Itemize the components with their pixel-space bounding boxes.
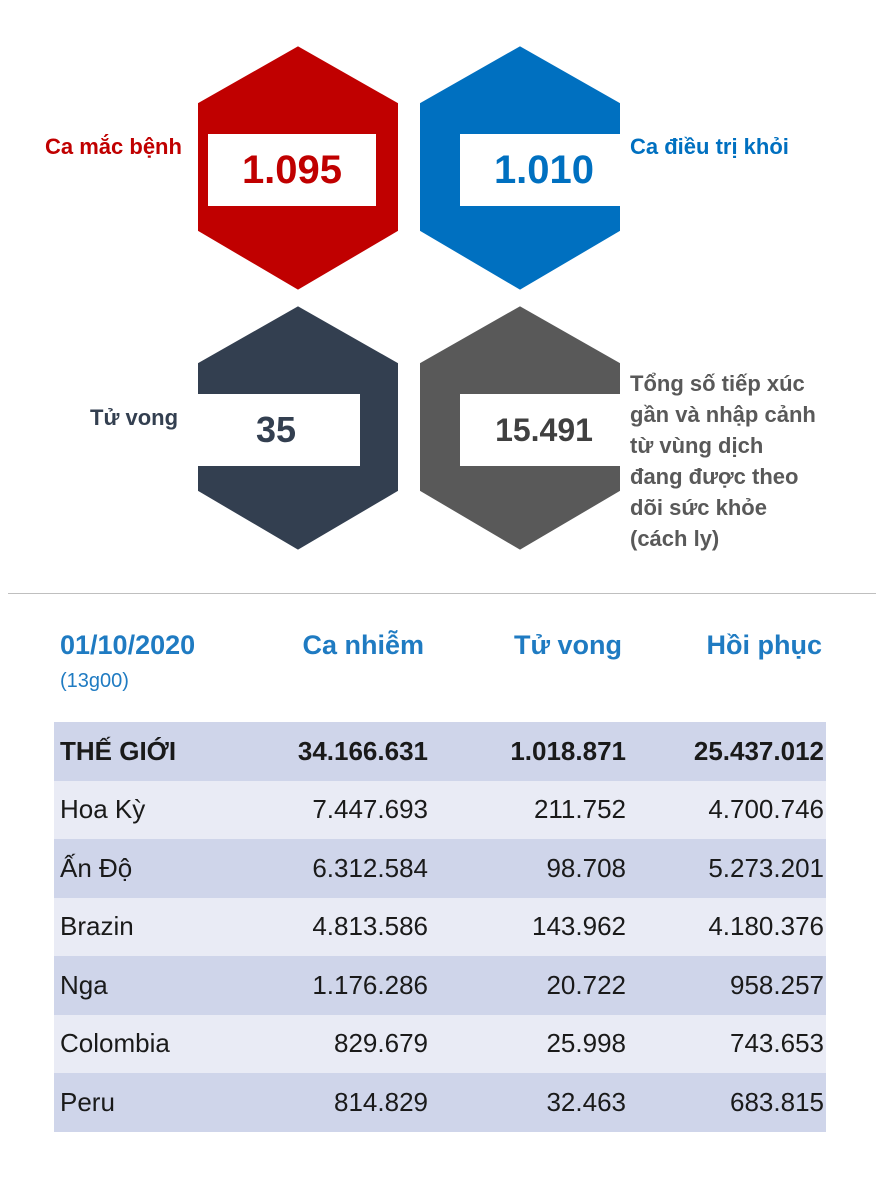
recovered-cell: 958.257 xyxy=(730,969,824,1000)
table-row: Ấn Độ 6.312.584 98.708 5.273.201 xyxy=(54,839,826,898)
recovered-cell: 5.273.201 xyxy=(708,852,824,883)
recovered-cell: 743.653 xyxy=(730,1028,824,1059)
cases-value-box: 1.095 xyxy=(208,134,376,206)
table-row: Hoa Kỳ 7.447.693 211.752 4.700.746 xyxy=(54,780,826,839)
deaths-value-box: 35 xyxy=(192,394,360,466)
recovered-cell: 25.437.012 xyxy=(693,735,824,766)
cases-cell: 829.679 xyxy=(334,1028,428,1059)
deaths-cell: 20.722 xyxy=(546,969,626,1000)
cases-cell: 814.829 xyxy=(334,1086,428,1117)
cases-hexagon: 1.095 xyxy=(186,41,410,296)
monitored-label: Tổng số tiếp xúc gần và nhập cảnh từ vùn… xyxy=(630,371,816,551)
deaths-hexagon: 35 xyxy=(186,301,410,556)
table-date: 01/10/2020 xyxy=(60,630,196,660)
header-recovered: Hồi phục xyxy=(706,630,823,660)
deaths-cell: 98.708 xyxy=(546,852,626,883)
table-row: Peru 814.829 32.463 683.815 xyxy=(54,1073,826,1132)
country-cell: Nga xyxy=(60,969,108,1000)
cases-cell: 6.312.584 xyxy=(312,852,428,883)
deaths-label: Tử vong xyxy=(90,405,179,430)
country-cell: Peru xyxy=(60,1086,115,1117)
monitored-value: 15.491 xyxy=(495,411,593,448)
country-cell: Hoa Kỳ xyxy=(60,794,146,825)
deaths-cell: 1.018.871 xyxy=(510,735,626,766)
recovered-label: Ca điều trị khỏi xyxy=(630,134,789,159)
country-cell: Colombia xyxy=(60,1028,170,1059)
cases-cell: 7.447.693 xyxy=(312,794,428,825)
recovered-cell: 683.815 xyxy=(730,1086,824,1117)
stats-table: THẾ GIỚI 34.166.631 1.018.871 25.437.012… xyxy=(54,722,826,1132)
country-cell: THẾ GIỚI xyxy=(60,735,177,766)
recovered-cell: 4.700.746 xyxy=(708,794,824,825)
deaths-cell: 32.463 xyxy=(546,1086,626,1117)
cases-value: 1.095 xyxy=(241,147,343,192)
recovered-value-box: 1.010 xyxy=(460,134,628,206)
deaths-value: 35 xyxy=(255,409,297,450)
table-time: (13g00) xyxy=(60,670,129,692)
cases-cell: 34.166.631 xyxy=(297,735,428,766)
table-row: Colombia 829.679 25.998 743.653 xyxy=(54,1014,826,1073)
table-row-world: THẾ GIỚI 34.166.631 1.018.871 25.437.012 xyxy=(54,722,826,781)
cases-cell: 4.813.586 xyxy=(312,911,428,942)
recovered-hexagon: 1.010 xyxy=(408,41,632,296)
recovered-cell: 4.180.376 xyxy=(708,911,824,942)
recovered-value: 1.010 xyxy=(493,147,595,192)
table-row: Nga 1.176.286 20.722 958.257 xyxy=(54,956,826,1015)
cases-label: Ca mắc bệnh xyxy=(45,134,182,159)
section-divider xyxy=(8,593,876,594)
country-cell: Ấn Độ xyxy=(60,852,133,883)
header-cases: Ca nhiễm xyxy=(302,630,424,660)
country-cell: Brazin xyxy=(60,911,134,942)
deaths-cell: 25.998 xyxy=(546,1028,626,1059)
deaths-cell: 211.752 xyxy=(533,794,626,825)
header-deaths: Tử vong xyxy=(513,630,622,660)
cases-cell: 1.176.286 xyxy=(312,969,428,1000)
table-row: Brazin 4.813.586 143.962 4.180.376 xyxy=(54,897,826,956)
monitored-value-box: 15.491 xyxy=(460,394,628,466)
monitored-hexagon: 15.491 xyxy=(408,301,632,556)
deaths-cell: 143.962 xyxy=(532,911,626,942)
